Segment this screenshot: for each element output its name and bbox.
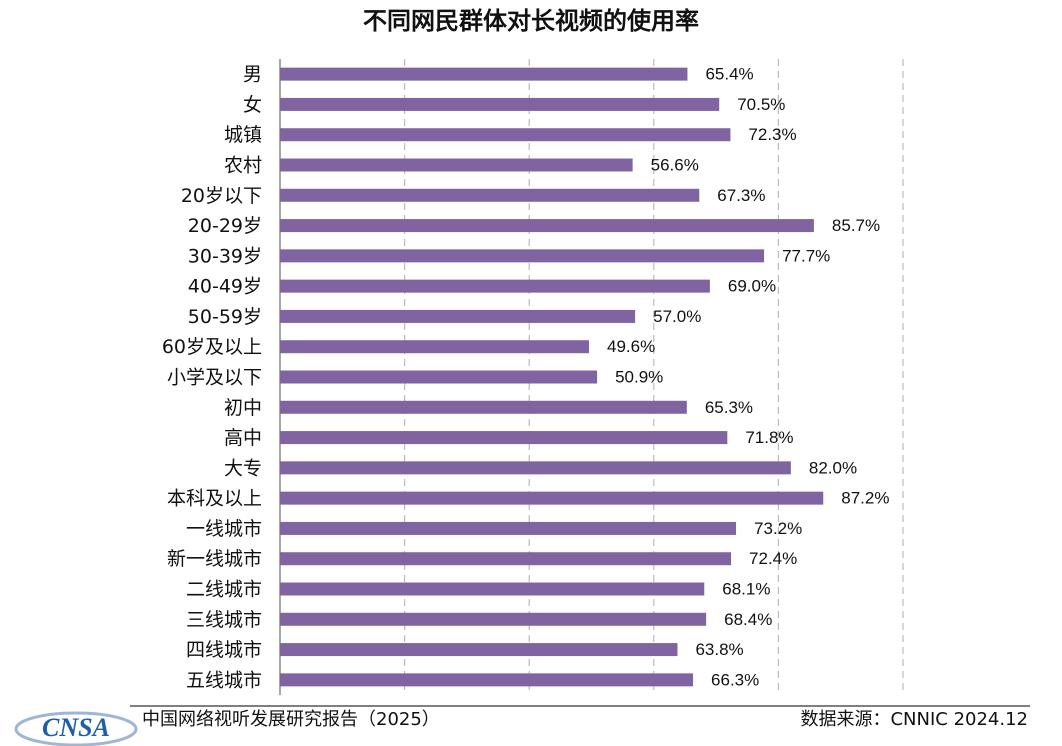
value-label: 49.6% [607, 337, 655, 356]
value-label: 65.4% [705, 65, 753, 84]
bar [280, 582, 705, 596]
y-tick-label: 女 [243, 94, 262, 116]
value-label: 72.4% [749, 549, 797, 568]
y-tick-label: 二线城市 [186, 579, 262, 601]
bar [280, 219, 814, 233]
value-label: 66.3% [711, 670, 759, 689]
value-label: 73.2% [754, 519, 802, 538]
bar [280, 491, 824, 505]
logo: CNSA [42, 713, 110, 742]
bar [280, 309, 636, 323]
value-label: 77.7% [782, 246, 830, 265]
y-tick-label: 城镇 [224, 124, 262, 146]
chart-title: 不同网民群体对长视频的使用率 [363, 7, 699, 35]
bar [280, 673, 694, 687]
value-label: 67.3% [717, 186, 765, 205]
value-label: 71.8% [745, 428, 793, 447]
y-tick-label: 四线城市 [186, 639, 262, 661]
value-label: 50.9% [615, 367, 663, 386]
value-label: 56.6% [651, 155, 699, 174]
footer-report: 中国网络视听发展研究报告（2025） [142, 709, 440, 730]
y-tick-label: 新一线城市 [167, 548, 262, 570]
value-label: 69.0% [728, 277, 776, 296]
bar [280, 643, 678, 657]
y-tick-label: 小学及以下 [167, 367, 262, 389]
value-label: 70.5% [737, 95, 785, 114]
y-tick-label: 农村 [224, 155, 262, 177]
y-tick-label: 本科及以上 [167, 488, 262, 510]
value-label: 63.8% [695, 640, 743, 659]
logo-ring [14, 711, 138, 746]
y-tick-label: 20岁以下 [181, 185, 262, 207]
y-tick-label: 20-29岁 [188, 215, 262, 237]
bar [280, 552, 732, 566]
value-label: 57.0% [653, 307, 701, 326]
y-tick-label: 五线城市 [186, 669, 262, 691]
value-label: 68.4% [724, 610, 772, 629]
footer-source: 数据来源：CNNIC 2024.12 [800, 709, 1028, 730]
bar [280, 67, 688, 81]
bar [280, 370, 598, 384]
bar [280, 340, 590, 354]
value-label: 65.3% [705, 398, 753, 417]
y-tick-label: 三线城市 [186, 609, 262, 631]
y-tick-label: 30-39岁 [188, 245, 262, 267]
bar [280, 158, 633, 172]
y-tick-label: 一线城市 [186, 518, 262, 540]
value-label: 85.7% [832, 216, 880, 235]
bar [280, 249, 765, 263]
y-tick-label: 60岁及以上 [162, 336, 262, 358]
value-label: 87.2% [841, 489, 889, 508]
bar [280, 400, 687, 414]
y-tick-label: 大专 [224, 457, 262, 479]
y-tick-label: 40-49岁 [188, 276, 262, 298]
value-label: 82.0% [809, 458, 857, 477]
y-tick-label: 50-59岁 [188, 306, 262, 328]
bar [280, 97, 720, 111]
bar [280, 188, 700, 202]
bar [280, 612, 707, 626]
bar [280, 279, 710, 293]
bar [280, 128, 731, 142]
y-tick-label: 男 [243, 64, 262, 86]
value-label: 72.3% [748, 125, 796, 144]
bar [280, 461, 791, 475]
y-tick-label: 初中 [224, 397, 262, 419]
bar [280, 431, 728, 445]
value-label: 68.1% [722, 579, 770, 598]
bar [280, 521, 737, 535]
y-tick-label: 高中 [224, 427, 262, 449]
